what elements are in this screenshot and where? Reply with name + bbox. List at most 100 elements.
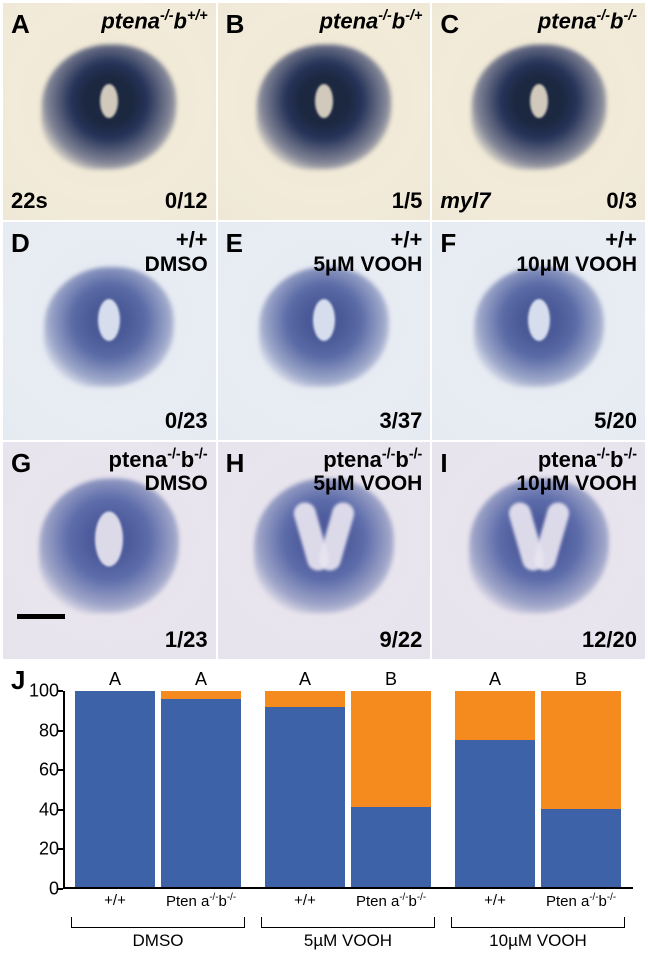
panel-letter: J	[11, 665, 25, 696]
geno: +/+	[176, 227, 208, 252]
treat: DMSO	[109, 472, 208, 495]
x-label: +/+	[265, 893, 345, 909]
figure-root: A ptena-/-b+/+ 22s 0/12 B ptena-/-b-/+ 1…	[0, 0, 648, 962]
panel-letter: I	[440, 448, 447, 479]
count-label: 9/22	[380, 627, 423, 653]
y-tick-label: 20	[25, 839, 59, 860]
y-tick-mark	[57, 848, 63, 850]
panel-letter: F	[440, 228, 456, 259]
bar: B	[541, 691, 621, 887]
bars-container: AAABAB	[63, 691, 633, 887]
treat: 5µM VOOH	[313, 472, 422, 495]
treatment-label: ptena-/-b-/- 5µM VOOH	[313, 448, 422, 496]
significance-letter: B	[385, 669, 397, 690]
bar-segment-blue	[351, 807, 431, 887]
bar-group: AB	[443, 691, 633, 887]
y-tick-label: 0	[25, 879, 59, 900]
panel-F: F +/+ 10µM VOOH 5/20	[431, 221, 646, 440]
xlabel-group: +/+ Pten a-/-b-/-	[253, 893, 443, 909]
treat: DMSO	[145, 253, 208, 276]
group-label: 10µM VOOH	[443, 931, 633, 951]
count-label: 0/3	[606, 188, 637, 214]
panel-I: I ptena-/-b-/- 10µM VOOH 12/20	[431, 441, 646, 660]
panel-E: E +/+ 5µM VOOH 3/37	[217, 221, 432, 440]
bar-segment-blue	[541, 809, 621, 887]
y-tick-mark	[57, 730, 63, 732]
genotype-label: ptena-/-b-/-	[538, 9, 637, 34]
bar: A	[75, 691, 155, 887]
stain-hole	[528, 299, 550, 341]
stain-hole	[511, 502, 566, 577]
bar-group: AA	[63, 691, 253, 887]
bar-segment-blue	[265, 707, 345, 887]
bar: A	[265, 691, 345, 887]
genotype-label: ptena-/-b+/+	[101, 9, 207, 34]
bar-segment-orange	[161, 691, 241, 699]
x-group-labels: DMSO5µM VOOH10µM VOOH	[63, 931, 633, 951]
stain-hole	[530, 84, 548, 118]
geno: ptena-/-b-/-	[323, 447, 422, 472]
x-label: Pten a-/-b-/-	[541, 893, 621, 909]
treatment-label: ptena-/-b-/- DMSO	[109, 448, 208, 496]
x-label: Pten a-/-b-/-	[351, 893, 431, 909]
xlabel-group: +/+ Pten a-/-b-/-	[443, 893, 633, 909]
treat: 10µM VOOH	[516, 253, 637, 276]
panel-letter: C	[440, 9, 459, 40]
y-tick-mark	[57, 888, 63, 890]
scale-bar	[17, 614, 65, 619]
count-label: 12/20	[582, 627, 637, 653]
bar: A	[455, 691, 535, 887]
count-label: 0/12	[165, 188, 208, 214]
stain-hole	[98, 299, 120, 341]
stain-hole	[95, 512, 123, 567]
stain-hole	[100, 84, 118, 118]
panel-letter: G	[11, 448, 31, 479]
y-tick-label: 80	[25, 720, 59, 741]
panel-G: G ptena-/-b-/- DMSO 1/23	[2, 441, 217, 660]
y-tick-mark	[57, 769, 63, 771]
panel-C: C ptena-/-b-/- myl7 0/3	[431, 2, 646, 221]
genotype-label: ptena-/-b-/+	[320, 9, 423, 34]
count-label: 0/23	[165, 408, 208, 434]
panel-letter: D	[11, 228, 30, 259]
bar-segment-blue	[455, 740, 535, 887]
geno: ptena-/-b-/-	[538, 447, 637, 472]
stain-hole	[296, 502, 351, 577]
x-label: Pten a-/-b-/-	[161, 893, 241, 909]
x-label: +/+	[455, 893, 535, 909]
treat: 10µM VOOH	[516, 472, 637, 495]
bar-segment-blue	[161, 699, 241, 887]
significance-letter: B	[575, 669, 587, 690]
geno: +/+	[605, 227, 637, 252]
count-label: 1/5	[392, 188, 423, 214]
y-tick-label: 100	[25, 681, 59, 702]
y-tick-mark	[57, 690, 63, 692]
y-tick-label: 60	[25, 760, 59, 781]
plot-area: AAABAB 020406080100	[63, 691, 633, 889]
count-label: 3/37	[380, 408, 423, 434]
treatment-label: +/+ DMSO	[145, 228, 208, 275]
image-grid: A ptena-/-b+/+ 22s 0/12 B ptena-/-b-/+ 1…	[2, 2, 646, 660]
significance-letter: A	[489, 669, 501, 690]
treatment-label: +/+ 5µM VOOH	[313, 228, 422, 275]
group-label: DMSO	[63, 931, 253, 951]
stain-hole	[313, 299, 335, 341]
count-label: 1/23	[165, 627, 208, 653]
geno: +/+	[391, 227, 423, 252]
y-tick-mark	[57, 809, 63, 811]
stage-label: 22s	[11, 188, 48, 214]
panel-A: A ptena-/-b+/+ 22s 0/12	[2, 2, 217, 221]
count-label: 5/20	[594, 408, 637, 434]
treat: 5µM VOOH	[313, 253, 422, 276]
x-label: +/+	[75, 893, 155, 909]
stain-hole	[315, 84, 333, 118]
panel-D: D +/+ DMSO 0/23	[2, 221, 217, 440]
bar-segment-orange	[265, 691, 345, 707]
y-tick-label: 40	[25, 799, 59, 820]
probe-label: myl7	[440, 188, 490, 214]
treatment-label: ptena-/-b-/- 10µM VOOH	[516, 448, 637, 496]
bar: B	[351, 691, 431, 887]
panel-H: H ptena-/-b-/- 5µM VOOH 9/22	[217, 441, 432, 660]
bar-group: AB	[253, 691, 443, 887]
x-category-labels: +/+ Pten a-/-b-/- +/+ Pten a-/-b-/- +/+ Pten …	[63, 893, 633, 909]
